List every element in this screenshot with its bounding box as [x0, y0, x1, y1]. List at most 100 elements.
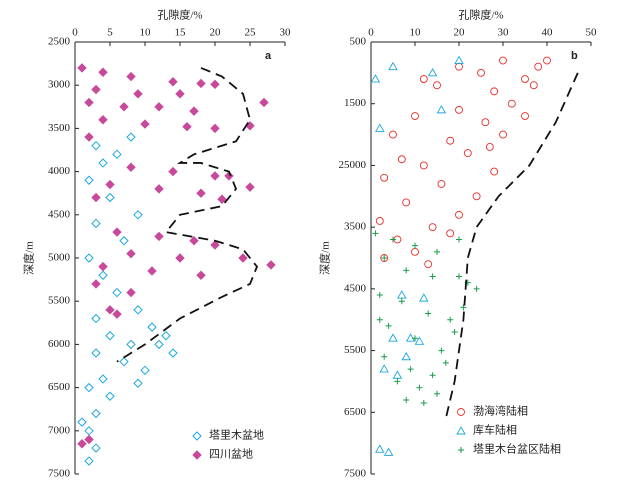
point: [119, 236, 129, 246]
point: [499, 130, 507, 139]
panel-label: a: [265, 50, 272, 62]
point: [154, 339, 164, 350]
point: [259, 97, 269, 108]
point: [210, 240, 220, 250]
point: [380, 254, 389, 262]
point: [499, 56, 507, 65]
point: [428, 223, 437, 232]
point: [385, 322, 392, 329]
point: [451, 329, 458, 336]
point: [147, 266, 157, 276]
point: [398, 298, 405, 305]
y-tick-label: 6000: [48, 338, 71, 350]
point: [245, 182, 255, 192]
point: [419, 161, 428, 170]
x-tick-label: 50: [586, 27, 598, 39]
point: [126, 339, 136, 350]
y-tick-label: 5500: [344, 344, 367, 356]
y-tick-label: 2500: [48, 36, 71, 48]
point: [455, 105, 463, 114]
point: [372, 230, 379, 237]
point: [403, 267, 410, 274]
point: [389, 130, 397, 139]
point: [485, 142, 494, 151]
point: [105, 192, 115, 203]
point: [77, 417, 87, 427]
point: [105, 331, 115, 341]
point: [154, 184, 164, 194]
point: [126, 287, 136, 298]
point: [133, 210, 143, 220]
x-tick-label: 40: [542, 27, 554, 39]
point: [388, 333, 398, 342]
point: [456, 236, 462, 243]
point: [456, 273, 462, 280]
point: [380, 173, 389, 182]
x-tick-label: 5: [107, 27, 113, 39]
point: [84, 456, 94, 466]
point: [434, 390, 440, 397]
legend-marker: [192, 431, 202, 441]
legend-label: 四川盆地: [209, 447, 253, 461]
point: [210, 123, 220, 134]
point: [91, 192, 101, 203]
point: [411, 247, 419, 256]
point: [429, 273, 436, 280]
point: [196, 78, 206, 89]
point: [147, 322, 157, 332]
point: [210, 171, 220, 181]
point: [77, 439, 87, 449]
point: [112, 287, 122, 298]
point: [77, 63, 87, 73]
point: [460, 304, 467, 311]
point: [84, 382, 94, 393]
point: [521, 75, 529, 83]
point: [490, 167, 499, 176]
point: [112, 227, 122, 237]
x-tick-label: 20: [210, 27, 222, 39]
point: [390, 236, 396, 243]
point: [507, 99, 516, 108]
legend-label: 库车陆相: [473, 423, 517, 437]
point: [133, 378, 143, 388]
point: [481, 118, 490, 127]
point: [381, 353, 388, 360]
point: [91, 140, 101, 151]
point: [425, 310, 432, 317]
legend-marker: [458, 447, 464, 453]
point: [403, 396, 410, 403]
point: [454, 55, 464, 64]
x-tick-label: 25: [245, 27, 257, 39]
point: [126, 162, 136, 172]
point: [196, 188, 206, 198]
point: [91, 313, 101, 324]
panel-label: b: [571, 50, 578, 62]
point: [84, 132, 94, 142]
y-tick-label: 25000: [339, 159, 367, 171]
x-axis-label: 孔隙度/%: [458, 8, 503, 22]
point: [98, 67, 108, 77]
point: [119, 356, 129, 367]
y-tick-label: 4000: [48, 165, 71, 177]
point: [411, 112, 419, 121]
point: [375, 123, 385, 132]
point: [446, 229, 455, 238]
point: [434, 248, 440, 255]
x-tick-label: 0: [368, 27, 374, 39]
point: [419, 293, 429, 302]
y-tick-label: 3500: [48, 122, 71, 134]
point: [98, 158, 108, 168]
point: [416, 384, 423, 391]
point: [238, 253, 248, 263]
point: [543, 56, 551, 65]
x-tick-label: 10: [410, 27, 422, 39]
point: [477, 68, 485, 77]
point: [133, 305, 143, 315]
point: [210, 79, 220, 90]
point: [427, 67, 438, 77]
point: [447, 316, 454, 323]
x-tick-label: 30: [280, 27, 292, 39]
point: [112, 149, 122, 160]
legend-label: 塔里木台盆区陆相: [473, 442, 561, 456]
point: [490, 87, 499, 96]
